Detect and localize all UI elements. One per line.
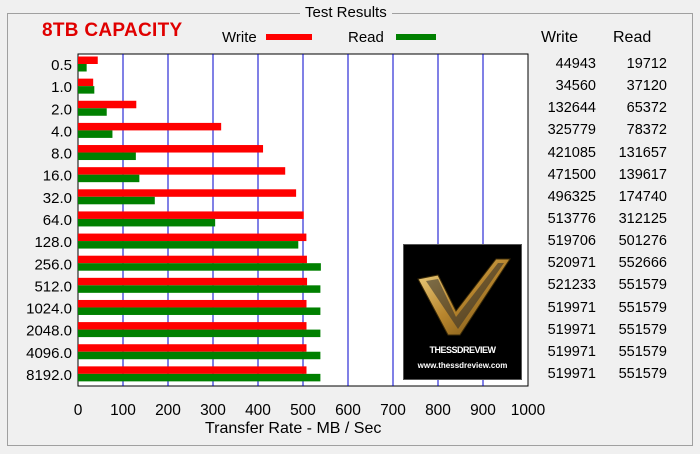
read-bar [78,196,155,205]
y-tick-label: 8.0 [51,146,72,163]
write-bar [78,78,94,87]
write-bar [78,211,304,219]
write-bar [78,122,222,131]
read-bar [78,86,95,94]
y-tick-label: 1.0 [51,79,72,96]
x-tick-label: 900 [470,402,496,419]
y-tick-label: 8192.0 [26,367,72,384]
write-value: 519971 [547,365,596,382]
y-tick-label: 4096.0 [26,345,72,362]
read-value: 501276 [618,233,667,250]
write-value: 513776 [547,211,596,227]
write-value: 521233 [547,277,596,294]
write-value: 132644 [547,100,596,117]
write-bar [78,255,307,264]
read-value: 78372 [626,122,667,139]
write-value: 44943 [555,56,596,73]
x-tick-label: 800 [425,402,451,419]
write-value: 520971 [547,255,596,272]
y-tick-label: 0.5 [51,57,72,74]
x-tick-label: 0 [74,402,83,419]
read-bar [78,130,113,138]
x-tick-label: 1000 [511,402,546,419]
x-tick-label: 400 [245,402,271,419]
write-value: 519971 [547,321,596,338]
x-tick-label: 200 [155,402,181,419]
y-tick-label: 2.0 [51,101,72,118]
write-value: 471500 [547,166,596,183]
y-tick-label: 32.0 [43,190,72,207]
column-header-write: Write [541,29,579,46]
read-value: 37120 [626,78,667,95]
write-value: 34560 [555,78,596,95]
read-bar [78,218,216,227]
y-tick-label: 16.0 [43,168,72,185]
y-tick-label: 64.0 [43,212,72,229]
x-tick-label: 600 [335,402,361,419]
legend-write-label: Write [222,29,257,46]
read-value: 174740 [618,188,667,205]
write-bar [78,100,137,109]
read-value: 312125 [618,211,667,227]
read-bar [78,152,136,161]
write-bar [78,145,264,153]
read-value: 551579 [618,365,667,382]
read-bar [78,241,299,249]
x-axis-title: Transfer Rate - MB / Sec [205,420,382,437]
read-value: 551579 [618,277,667,294]
read-value: 131657 [618,144,667,161]
read-bar [78,307,321,315]
read-value: 552666 [618,255,667,272]
write-bar [78,322,307,330]
write-value: 519971 [547,343,596,360]
write-bar [78,344,307,352]
write-value: 519706 [547,233,596,250]
logo-brand-text: THESSDREVIEW [429,345,496,355]
group-title: Test Results [300,4,392,21]
write-bar [78,167,286,175]
capacity-label: 8TB CAPACITY [42,20,183,41]
read-bar [78,64,87,72]
x-tick-label: 100 [110,402,136,419]
y-tick-label: 1024.0 [26,301,72,318]
write-value: 496325 [547,188,596,205]
y-tick-label: 128.0 [34,234,72,251]
logo-url-text: www.thessdreview.com [417,361,508,370]
legend-write-swatch [266,34,312,40]
read-value: 19712 [626,56,667,73]
write-bar [78,56,98,64]
column-header-read: Read [613,29,652,46]
thessdreview-logo: THESSDREVIEW www.thessdreview.com [403,244,522,380]
read-bar [78,263,321,271]
read-value: 65372 [626,100,667,117]
write-value: 519971 [547,299,596,316]
read-value: 551579 [618,321,667,338]
legend-read-swatch [396,34,436,40]
read-bar [78,329,321,338]
read-bar [78,285,321,293]
write-bar [78,233,307,242]
y-tick-label: 2048.0 [26,323,72,340]
read-value: 551579 [618,343,667,360]
y-tick-label: 256.0 [34,256,72,273]
read-bar [78,174,140,183]
write-bar [78,189,297,197]
write-bar [78,299,307,308]
write-value: 325779 [547,122,596,139]
x-tick-label: 700 [380,402,406,419]
y-tick-label: 4.0 [51,123,72,140]
checkmark-logo-icon [417,258,511,336]
read-bar [78,108,107,116]
legend-read-label: Read [348,29,384,46]
write-bar [78,277,308,286]
x-tick-label: 300 [200,402,226,419]
write-bar [78,366,307,374]
read-value: 139617 [618,166,667,183]
read-value: 551579 [618,299,667,316]
x-tick-label: 500 [290,402,316,419]
write-value: 421085 [547,144,596,161]
read-bar [78,351,321,360]
read-bar [78,373,321,382]
y-tick-label: 512.0 [34,278,72,295]
